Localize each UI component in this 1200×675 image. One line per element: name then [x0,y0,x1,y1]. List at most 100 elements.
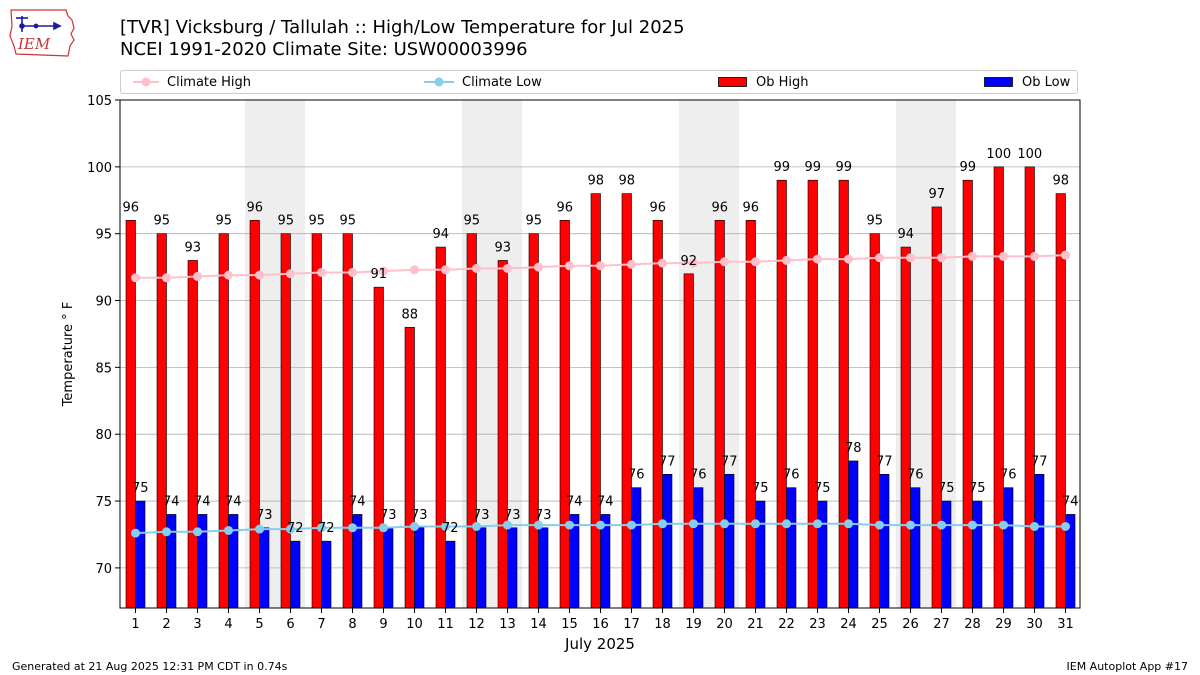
point-climate-high [968,251,977,261]
y-tick-label: 80 [95,428,112,443]
y-axis-label: Temperature ° F [61,302,76,408]
bar-ob-high [373,286,384,609]
bar-ob-low [414,527,425,609]
bar-ob-low [445,540,456,609]
x-tick-label: 9 [379,617,387,632]
bar-ob-high [714,220,725,609]
bar-ob-high [807,179,818,609]
bars [125,166,1076,609]
bar-label-ob-low: 72 [318,521,335,536]
point-climate-low [1030,521,1039,531]
x-tick-label: 22 [778,617,795,632]
x-tick-label: 28 [964,617,981,632]
legend-bar-ob-low-icon [984,77,1013,87]
bar-ob-high [466,233,477,609]
point-climate-low [131,528,140,538]
bar-ob-high [435,246,446,609]
y-tick-label: 70 [95,562,112,577]
bar-ob-high [683,273,694,609]
bar-ob-low [1003,487,1014,609]
point-climate-low [472,521,481,531]
bar-label-ob-low: 76 [690,468,707,483]
chart-legend: Climate High Climate Low Ob High Ob Low [120,70,1078,94]
x-tick-label: 17 [623,617,640,632]
bar-value-labels: 96 75 95 74 93 74 95 74 96 73 95 72 95 72 95 74 91 73 88 73… [122,147,1078,536]
bar-label-ob-high: 92 [680,254,697,269]
point-climate-low [658,519,667,529]
y-tick-label: 90 [95,295,112,310]
bar-label-ob-high: 96 [742,200,759,215]
bar-ob-high [156,233,167,609]
bar-label-ob-low: 75 [969,481,986,496]
iem-logo: IEM [9,9,75,57]
bar-ob-high [187,260,198,609]
point-climate-low [193,527,202,537]
point-climate-high [565,261,574,271]
bar-label-ob-high: 100 [1017,147,1042,162]
point-climate-high [813,254,822,264]
point-climate-high [1030,251,1039,261]
bar-label-ob-low: 74 [1062,494,1079,509]
bar-ob-low [879,474,890,609]
point-climate-high [503,263,512,273]
point-climate-low [379,523,388,533]
point-climate-high [596,261,605,271]
y-tick-label: 100 [87,161,112,176]
x-tick-label: 10 [406,617,423,632]
point-climate-high [999,251,1008,261]
legend-item-climate-high: Climate High [133,71,251,93]
bar-label-ob-high: 96 [246,200,263,215]
point-climate-high [224,270,233,280]
bar-label-ob-low: 75 [132,481,149,496]
y-tick-label: 85 [95,361,112,376]
x-tick-label: 27 [933,617,950,632]
app-id: IEM Autoplot App #17 [1066,660,1189,673]
legend-item-ob-low: Ob Low [984,71,1070,93]
bar-ob-high [590,193,601,609]
point-climate-low [906,520,915,530]
bar-label-ob-low: 78 [845,441,862,456]
point-climate-high [937,253,946,263]
point-climate-high [472,263,481,273]
bar-label-ob-high: 95 [153,214,170,229]
bar-label-ob-high: 98 [1052,174,1069,189]
point-climate-low [255,524,264,534]
bar-label-ob-low: 74 [566,494,583,509]
point-climate-low [224,525,233,535]
y-tick-label: 105 [87,94,112,109]
bar-label-ob-high: 91 [370,267,387,282]
x-tick-label: 20 [716,617,733,632]
bar-label-ob-high: 95 [525,214,542,229]
x-tick-label: 5 [255,617,263,632]
x-tick-label: 2 [162,617,170,632]
point-climate-high [348,267,357,277]
bar-label-ob-low: 77 [1031,454,1048,469]
point-climate-high [1061,250,1070,260]
bar-label-ob-high: 93 [184,240,201,255]
point-climate-low [968,520,977,530]
bar-ob-low [693,487,704,609]
bar-ob-low [941,500,952,609]
bar-label-ob-high: 100 [986,147,1011,162]
bar-ob-low [538,527,549,609]
bar-label-ob-high: 95 [463,214,480,229]
x-tick-label: 11 [437,617,454,632]
bar-label-ob-high: 94 [432,227,449,242]
bar-ob-high [931,206,942,609]
point-climate-low [627,520,636,530]
bar-ob-low [383,527,394,609]
bar-ob-high [1024,166,1035,609]
bar-label-ob-high: 99 [804,160,821,175]
point-climate-high [689,258,698,268]
bar-ob-low [755,500,766,609]
bar-ob-high [869,233,880,609]
legend-label-climate-low: Climate Low [462,74,542,90]
bar-label-ob-low: 76 [783,468,800,483]
legend-label-ob-high: Ob High [756,74,809,90]
logo-text: IEM [17,35,51,53]
bar-label-ob-high: 97 [928,187,945,202]
legend-item-climate-low: Climate Low [424,71,542,93]
bar-label-ob-low: 74 [225,494,242,509]
point-climate-high [162,273,171,283]
